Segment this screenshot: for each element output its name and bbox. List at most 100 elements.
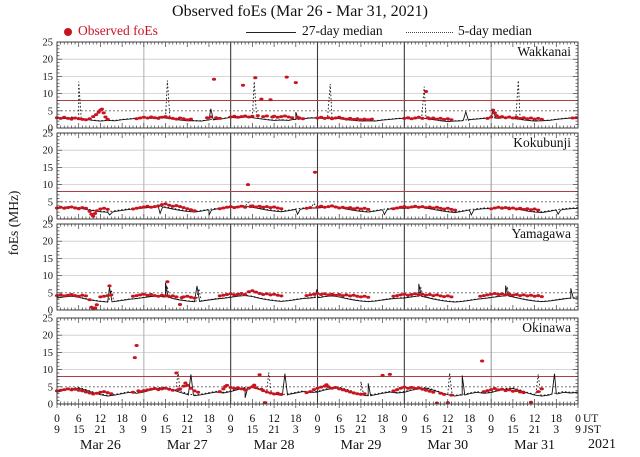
observed-dot bbox=[62, 294, 67, 298]
observed-dots bbox=[54, 344, 544, 405]
observed-dot bbox=[395, 388, 400, 392]
observed-dot bbox=[521, 207, 526, 211]
observed-dot bbox=[240, 83, 246, 87]
observed-dot bbox=[185, 118, 190, 122]
observed-dot bbox=[311, 388, 316, 392]
observed-dot bbox=[83, 294, 88, 298]
observed-dot bbox=[514, 207, 519, 211]
observed-dot bbox=[141, 292, 146, 296]
panel-yamagawa: 0 5 10 15 20 25 Yamagawa bbox=[43, 220, 579, 317]
observed-dot bbox=[395, 206, 400, 210]
observed-dot bbox=[282, 114, 287, 118]
legend-median5-line-icon bbox=[406, 32, 453, 33]
observed-dot bbox=[188, 208, 193, 212]
observed-dot bbox=[192, 296, 197, 300]
observed-dot bbox=[337, 206, 342, 210]
observed-dot bbox=[80, 389, 85, 393]
observed-dot bbox=[252, 383, 257, 387]
observed-dot bbox=[217, 207, 222, 211]
observed-dot bbox=[134, 206, 139, 210]
y-tick-label: 10 bbox=[43, 180, 54, 191]
observed-dot bbox=[192, 209, 197, 213]
observed-dot bbox=[177, 116, 183, 120]
observed-dot bbox=[87, 117, 92, 121]
observed-dot bbox=[250, 289, 255, 293]
observed-dot bbox=[366, 118, 371, 122]
observed-dot bbox=[413, 116, 418, 120]
observed-dot bbox=[423, 293, 429, 297]
y-tick-label: 10 bbox=[43, 365, 54, 376]
observed-dot bbox=[442, 117, 447, 121]
ut-tick-label: 6 bbox=[250, 413, 256, 425]
observed-dot bbox=[402, 116, 407, 120]
jst-tick-label: 15 bbox=[507, 424, 519, 436]
observed-dot bbox=[159, 293, 164, 297]
observed-dot bbox=[174, 204, 179, 208]
observed-dot bbox=[355, 294, 360, 298]
observed-dot bbox=[507, 388, 512, 392]
ut-tick-label: 18 bbox=[116, 413, 128, 425]
observed-dot bbox=[134, 117, 139, 121]
observed-dot bbox=[221, 206, 226, 210]
observed-dot bbox=[485, 389, 490, 393]
observed-dot bbox=[362, 117, 367, 121]
observed-dot bbox=[174, 371, 179, 375]
observed-dot bbox=[536, 116, 541, 120]
observed-dot bbox=[438, 391, 443, 395]
observed-dot bbox=[358, 207, 363, 211]
observed-dot bbox=[521, 391, 526, 395]
date-label: Mar 29 bbox=[341, 438, 382, 453]
observed-dot bbox=[58, 116, 63, 120]
observed-dot bbox=[268, 293, 273, 297]
observed-dot bbox=[528, 293, 534, 297]
observed-dot bbox=[438, 294, 443, 298]
observed-dot bbox=[105, 391, 110, 395]
observed-dot bbox=[221, 387, 226, 391]
y-tick-label: 15 bbox=[43, 72, 54, 83]
observed-dot bbox=[413, 387, 418, 390]
observed-dot bbox=[362, 206, 367, 210]
observed-dot bbox=[480, 359, 485, 363]
observed-dot bbox=[525, 294, 530, 298]
observed-dot bbox=[362, 392, 367, 396]
observed-dot bbox=[228, 292, 233, 296]
y-tick-label: 0 bbox=[48, 215, 53, 226]
observed-dot bbox=[228, 205, 233, 209]
observed-dot bbox=[73, 294, 78, 298]
observed-dot bbox=[94, 303, 99, 307]
observed-dot bbox=[98, 207, 103, 211]
ut-axis-label: UT bbox=[583, 413, 599, 425]
observed-dot bbox=[395, 294, 400, 298]
jst-tick-label: 9 bbox=[575, 424, 581, 436]
observed-dot bbox=[315, 205, 320, 209]
observed-dot bbox=[185, 207, 190, 211]
observed-dot bbox=[532, 294, 537, 298]
observed-dot bbox=[211, 77, 217, 81]
observed-dot bbox=[174, 295, 179, 299]
observed-dot bbox=[322, 205, 327, 209]
observed-dot bbox=[492, 111, 497, 115]
observed-dot bbox=[245, 183, 251, 187]
observed-dot bbox=[228, 115, 233, 119]
y-tick-label: 25 bbox=[43, 314, 54, 325]
y-tick-label: 10 bbox=[43, 271, 54, 282]
ut-tick-label: 6 bbox=[336, 413, 342, 425]
jst-tick-label: 9 bbox=[401, 424, 407, 436]
observed-dot bbox=[103, 115, 108, 119]
year-label: 2021 bbox=[588, 437, 616, 452]
observed-dot bbox=[337, 293, 342, 296]
observed-dot bbox=[284, 75, 289, 79]
observed-dot bbox=[536, 208, 541, 212]
jst-tick-label: 9 bbox=[315, 424, 321, 436]
x-axis: 0961512211830961512211830961512211830961… bbox=[54, 404, 581, 453]
observed-dot bbox=[156, 388, 161, 392]
observed-dot bbox=[481, 294, 486, 298]
observed-dot bbox=[329, 292, 335, 296]
observed-dot bbox=[322, 116, 327, 120]
observed-dot bbox=[165, 280, 170, 284]
observed-dot bbox=[293, 81, 298, 85]
observed-dot bbox=[94, 113, 99, 117]
observed-dot bbox=[275, 115, 280, 119]
observed-dot bbox=[423, 90, 429, 93]
observed-dot bbox=[98, 295, 103, 299]
